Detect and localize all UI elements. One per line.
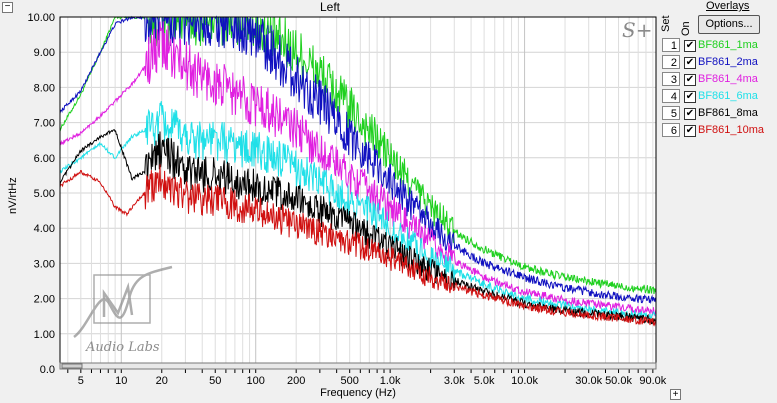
overlay-on-checkbox[interactable]: ✔ (684, 91, 696, 103)
y-tick-label: 3.00 (34, 258, 55, 270)
grid (60, 16, 656, 370)
x-scrollbar-thumb[interactable] (61, 363, 83, 369)
y-axis-label: nV/rtHz (7, 177, 19, 214)
series-line (59, 164, 657, 327)
x-tick-label: 90.0k (639, 375, 666, 387)
x-tick-label: 500 (340, 375, 358, 387)
set-column-header: Set (660, 15, 672, 32)
x-axis-label: Frequency (Hz) (320, 387, 396, 399)
y-tick-label: 6.00 (34, 153, 55, 165)
x-tick-label: 5 (78, 375, 84, 387)
y-tick-label: 10.00 (27, 12, 55, 24)
overlay-set-number[interactable]: 2 (662, 55, 680, 69)
x-tick-label: 100 (247, 375, 265, 387)
signal-wave-logo-icon: Audio Labs (73, 265, 173, 355)
overlay-set-number[interactable]: 4 (662, 89, 680, 103)
overlay-set-number[interactable]: 5 (662, 106, 680, 120)
y-tick-label: 8.00 (34, 82, 55, 94)
overlay-name[interactable]: BF861_10ma (698, 124, 765, 136)
y-tick-label: 5.00 (34, 188, 55, 200)
y-tick-label: 1.00 (34, 329, 55, 341)
overlay-name[interactable]: BF861_8ma (698, 107, 758, 119)
overlay-set-number[interactable]: 1 (662, 38, 680, 52)
options-button[interactable]: Options... (698, 15, 760, 34)
y-tick-label: 7.00 (34, 118, 55, 130)
x-tick-label: 10.0k (511, 375, 538, 387)
chart-title: Left (319, 0, 340, 14)
x-tick-label: 10 (115, 375, 127, 387)
expand-button[interactable]: + (670, 389, 681, 400)
x-tick-label: 200 (287, 375, 305, 387)
overlay-on-checkbox[interactable]: ✔ (684, 40, 696, 52)
overlay-set-number[interactable]: 3 (662, 72, 680, 86)
on-column-header: On (680, 21, 692, 36)
tick-labels: 0.0 1.00 2.00 3.00 4.00 5.00 6.00 7.00 8.00 9.00 1… (27, 12, 666, 387)
overlay-name[interactable]: BF861_1ma (698, 39, 758, 51)
overlay-on-checkbox[interactable]: ✔ (684, 125, 696, 137)
x-tick-label: 30.0k (575, 375, 602, 387)
overlay-set-number[interactable]: 6 (662, 123, 680, 137)
overlays-title: Overlays (706, 0, 750, 12)
s-plus-mark: S+ (622, 18, 653, 42)
x-tick-label: 5.0k (474, 375, 495, 387)
overlay-on-checkbox[interactable]: ✔ (684, 57, 696, 69)
minimize-button[interactable]: − (2, 2, 13, 13)
y-tick-label: 0.0 (40, 364, 55, 376)
overlay-name[interactable]: BF861_4ma (698, 73, 758, 85)
y-tick-label: 2.00 (34, 294, 55, 306)
y-tick-label: 9.00 (34, 47, 55, 59)
x-tick-label: 50 (209, 375, 221, 387)
logo-text: Audio Labs (85, 340, 160, 355)
y-tick-label: 4.00 (34, 223, 55, 235)
overlay-name[interactable]: BF861_2ma (698, 56, 758, 68)
overlay-name[interactable]: BF861_6ma (698, 90, 758, 102)
x-scrollbar[interactable] (59, 362, 657, 370)
x-tick-label: 20 (156, 375, 168, 387)
x-tick-label: 3.0k (444, 375, 465, 387)
x-tick-label: 1.0k (380, 375, 401, 387)
x-tick-label: 50.0k (605, 375, 632, 387)
overlay-on-checkbox[interactable]: ✔ (684, 74, 696, 86)
overlay-on-checkbox[interactable]: ✔ (684, 108, 696, 120)
